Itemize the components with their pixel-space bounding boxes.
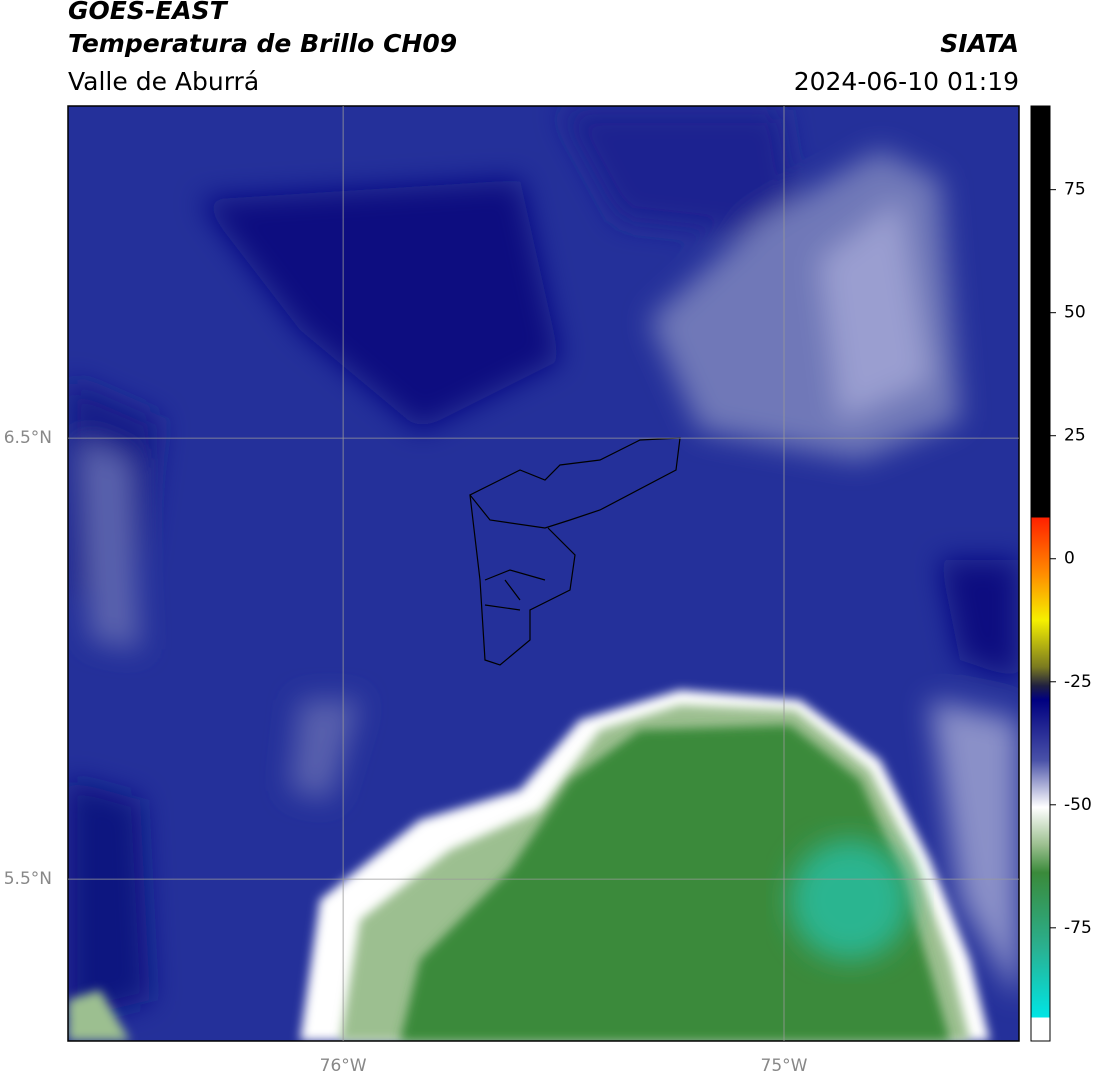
colorbar bbox=[1030, 105, 1051, 1042]
valley-boundaries bbox=[469, 437, 681, 666]
lon-tick-label: 75°W bbox=[761, 1056, 808, 1076]
region: Valle de Aburrá bbox=[68, 67, 259, 96]
colorbar-tick-label: -50 bbox=[1064, 795, 1092, 815]
lat-tick-label: 5.5°N bbox=[4, 869, 52, 889]
lat-tick-label: 6.5°N bbox=[4, 428, 52, 448]
subtitle: Temperatura de Brillo CH09 bbox=[68, 29, 457, 58]
colorbar-tick-label: 25 bbox=[1064, 426, 1086, 446]
colorbar-tick-label: 0 bbox=[1064, 549, 1075, 569]
title: GOES-EAST bbox=[68, 0, 229, 25]
colorbar-tick-label: -75 bbox=[1064, 918, 1092, 938]
map-frame bbox=[67, 105, 1020, 1042]
satellite-image bbox=[68, 106, 1019, 1041]
colorbar-tick-label: 75 bbox=[1064, 180, 1086, 200]
source: SIATA bbox=[940, 29, 1019, 58]
datetime: 2024-06-10 01:19 bbox=[794, 67, 1019, 96]
colorbar-tick-label: -25 bbox=[1064, 672, 1092, 692]
colorbar-tick-label: 50 bbox=[1064, 303, 1086, 323]
lon-tick-label: 76°W bbox=[320, 1056, 367, 1076]
